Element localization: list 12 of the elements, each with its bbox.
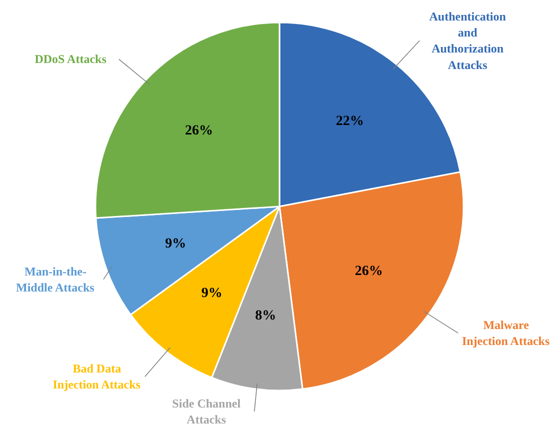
data-label: 22% (336, 114, 364, 129)
data-label: 26% (354, 264, 383, 279)
data-label: 26% (185, 123, 214, 138)
slice-label: Man-in-the- Middle Attacks (16, 264, 95, 294)
data-label: 9% (165, 236, 186, 252)
data-label: 8% (255, 308, 276, 324)
slice-label: Authentication and Authorization Attacks (429, 9, 506, 72)
slice-label: Side Channel Attacks (172, 396, 242, 427)
slice-label: DDoS Attacks (34, 52, 107, 66)
slice-label: Bad Data Injection Attacks (52, 362, 141, 392)
slice-label: Malware Injection Attacks (462, 318, 550, 348)
data-label: 9% (201, 286, 222, 302)
